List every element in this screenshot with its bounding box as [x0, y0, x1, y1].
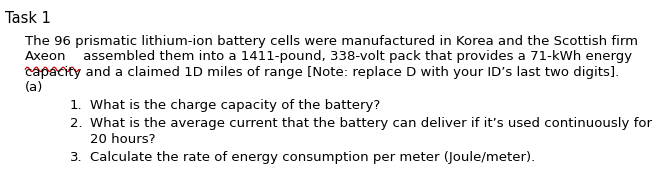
Text: 2.: 2. — [70, 118, 82, 130]
Text: The 96 prismatic lithium-ion battery cells were manufactured in Korea and the Sc: The 96 prismatic lithium-ion battery cel… — [25, 35, 638, 48]
Text: Task 1: Task 1 — [5, 11, 51, 26]
Text: 20 hours?: 20 hours? — [90, 133, 155, 146]
Text: 1.: 1. — [70, 100, 82, 113]
Text: Calculate the rate of energy consumption per meter (Joule/meter).: Calculate the rate of energy consumption… — [90, 151, 535, 164]
Text: 3.: 3. — [70, 151, 82, 164]
Text: (a): (a) — [25, 81, 44, 95]
Text: What is the charge capacity of the battery?: What is the charge capacity of the batte… — [90, 100, 380, 113]
Text: assembled them into a 1411-pound, 338-volt pack that provides a 71-kWh energy: assembled them into a 1411-pound, 338-vo… — [79, 51, 632, 63]
Text: capacity and a claimed 1D miles of range [Note: replace D with your ID’s last tw: capacity and a claimed 1D miles of range… — [25, 66, 619, 79]
Text: Axeon: Axeon — [25, 51, 67, 63]
Text: What is the average current that the battery can deliver if it’s used continuous: What is the average current that the bat… — [90, 118, 652, 130]
